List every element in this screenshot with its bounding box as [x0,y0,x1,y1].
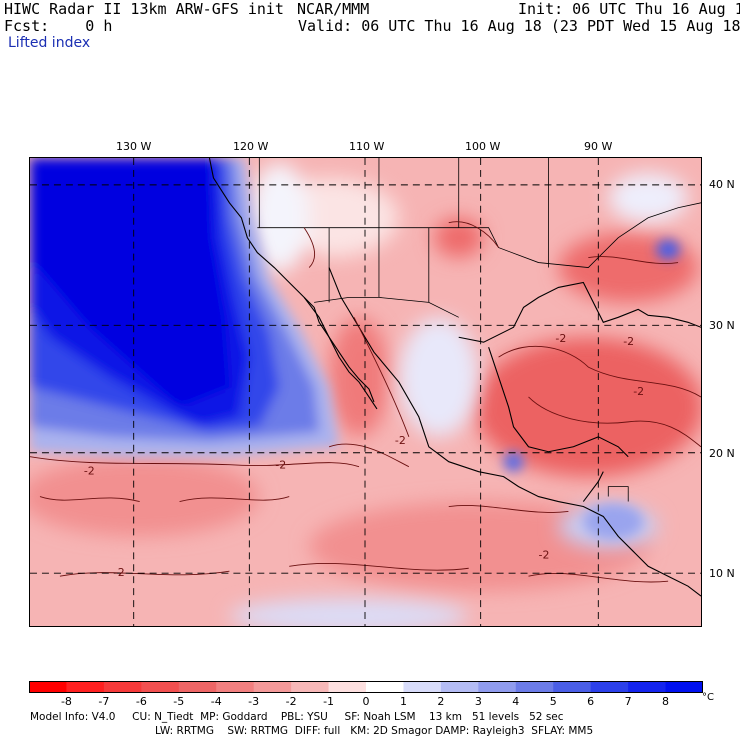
lat-lon-grid [30,158,701,626]
colorbar-swatch [103,681,142,693]
colorbar-tick-label: -3 [248,695,260,708]
colorbar-tick-label: 0 [362,695,370,708]
lat-label-20n: 20 N [709,447,735,460]
contour-label: -2 [395,434,406,447]
light-zones [229,162,689,626]
colorbar-swatch [253,681,292,693]
colorbar-tick-label: 3 [474,695,482,708]
colorbar-swatch [178,681,217,693]
lat-label-10n: 10 N [709,567,735,580]
colorbar-tick-label: 8 [662,695,670,708]
lat-label-30n: 30 N [709,319,735,332]
colorbar-swatch [515,681,554,693]
coastlines [208,158,701,597]
lon-label-120w: 120 W [233,140,269,153]
colorbar-swatch [366,681,404,693]
lifted-index-map: -2 -2 -2 -2 -2 -2 -2 -2 [29,157,702,627]
contour-labels: -2 -2 -2 -2 -2 -2 -2 -2 [84,332,644,579]
colorbar-tick-label: -6 [135,695,147,708]
colorbar-unit: °C [702,692,714,703]
colorbar-tick-label: -4 [210,695,222,708]
colorbar-tick-label: 5 [549,695,557,708]
colorbar-tick-label: -1 [323,695,335,708]
colorbar-tick-label: 2 [437,695,445,708]
lon-label-110w: 110 W [349,140,385,153]
colorbar-tick-label: 7 [624,695,632,708]
colorbar-tick-label: 1 [399,695,407,708]
contour-label: -2 [114,566,125,579]
contour-label: -2 [555,332,566,345]
contour-label: -2 [538,548,549,561]
colorbar-tick-label: 6 [587,695,595,708]
colorbar-swatch [665,681,703,693]
colorbar-swatch [440,681,479,693]
colorbar-tick-label: 4 [512,695,520,708]
colorbar-swatch [29,681,67,693]
colorbar-swatch [216,681,255,693]
colorbar-swatch [66,681,105,693]
colorbar-swatch [403,681,442,693]
lon-label-100w: 100 W [465,140,501,153]
colorbar-swatch [291,681,330,693]
model-info-line2: LW: RRTMG SW: RRTMG DIFF: full KM: 2D Sm… [155,725,594,737]
colorbar [29,681,703,693]
model-info-line1: Model Info: V4.0 CU: N_Tiedt MP: Goddard… [30,711,564,723]
contour-label: -2 [275,459,286,472]
colorbar-swatch [590,681,629,693]
pacific-stable-region [30,158,340,457]
forecast-hour: Fcst: 0 h [4,17,113,35]
colorbar-tick-label: -5 [173,695,185,708]
contour-lines [30,221,701,583]
colorbar-frame [29,681,703,693]
institution-label: NCAR/MMM [297,0,370,18]
contour-label: -2 [623,335,634,348]
valid-time: Valid: 06 UTC Thu 16 Aug 18 (23 PDT Wed … [298,17,740,35]
contour-label: -2 [84,465,95,478]
political-borders [257,158,701,502]
init-time: Init: 06 UTC Thu 16 Aug 18 [518,0,740,18]
colorbar-swatch [328,681,367,693]
lon-label-130w: 130 W [116,140,152,153]
colorbar-tick-label: -8 [60,695,72,708]
colorbar-swatch [478,681,517,693]
field-name: Lifted index [8,35,91,51]
colorbar-tick-label: -7 [98,695,110,708]
colorbar-swatch [628,681,667,693]
colorbar-tick-label: -2 [285,695,297,708]
lat-label-40n: 40 N [709,178,735,191]
colorbar-swatch [141,681,180,693]
model-title: HIWC Radar II 13km ARW-GFS init [4,0,284,18]
colorbar-swatch [553,681,592,693]
contour-label: -2 [633,385,644,398]
lon-label-90w: 90 W [584,140,613,153]
